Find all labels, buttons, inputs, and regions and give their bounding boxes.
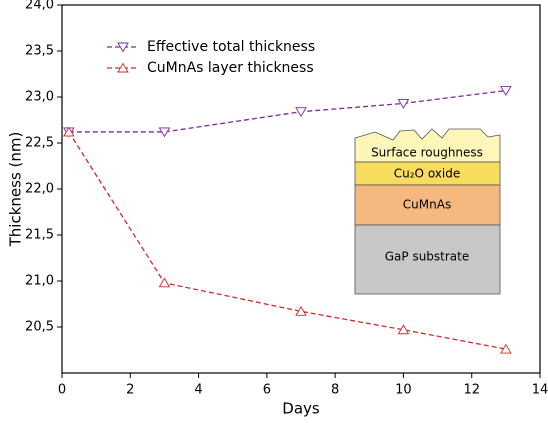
y-tick-label: 21,5 <box>25 228 54 243</box>
y-tick-label: 24,0 <box>25 0 54 13</box>
marker <box>158 277 171 288</box>
legend-label: Effective total thickness <box>147 39 315 55</box>
x-tick-label: 14 <box>532 383 548 398</box>
y-tick-label: 23,0 <box>25 90 54 105</box>
inset-label: Surface roughness <box>371 146 483 160</box>
y-tick-label: 23,5 <box>25 44 54 59</box>
y-axis-label: Thickness (nm) <box>7 132 25 248</box>
marker <box>500 86 512 96</box>
x-tick-label: 8 <box>331 383 339 398</box>
legend-marker <box>117 42 129 53</box>
y-tick-label: 22,5 <box>25 136 54 151</box>
inset-label: GaP substrate <box>385 250 470 264</box>
series-line <box>68 131 506 350</box>
marker <box>500 343 512 354</box>
substrate-layer <box>354 224 501 295</box>
marker <box>158 127 171 138</box>
y-tick-label: 20,5 <box>25 320 54 335</box>
legend-marker <box>117 62 129 73</box>
x-axis-label: Days <box>282 400 320 418</box>
marker <box>295 305 307 316</box>
legend-label: CuMnAs layer thickness <box>147 60 314 76</box>
inset-label: Cu₂O oxide <box>394 167 460 181</box>
marker <box>397 98 410 109</box>
y-tick-label: 21,0 <box>25 274 54 289</box>
roughness-layer <box>354 128 501 163</box>
x-tick-label: 2 <box>126 383 134 398</box>
x-tick-label: 4 <box>194 383 202 398</box>
y-tick-label: 22,0 <box>25 182 54 197</box>
marker <box>397 324 410 335</box>
x-tick-label: 6 <box>263 383 271 398</box>
series-line <box>68 89 506 133</box>
inset-diagram: Surface roughness Cu₂O oxide CuMnAs GaP … <box>354 128 501 295</box>
marker <box>63 126 75 137</box>
x-tick-label: 12 <box>463 383 480 398</box>
x-tick-label: 10 <box>395 383 412 398</box>
x-tick-label: 0 <box>58 383 66 398</box>
cumnas-layer <box>354 184 501 226</box>
inset-label: CuMnAs <box>403 198 451 212</box>
marker <box>295 107 307 118</box>
